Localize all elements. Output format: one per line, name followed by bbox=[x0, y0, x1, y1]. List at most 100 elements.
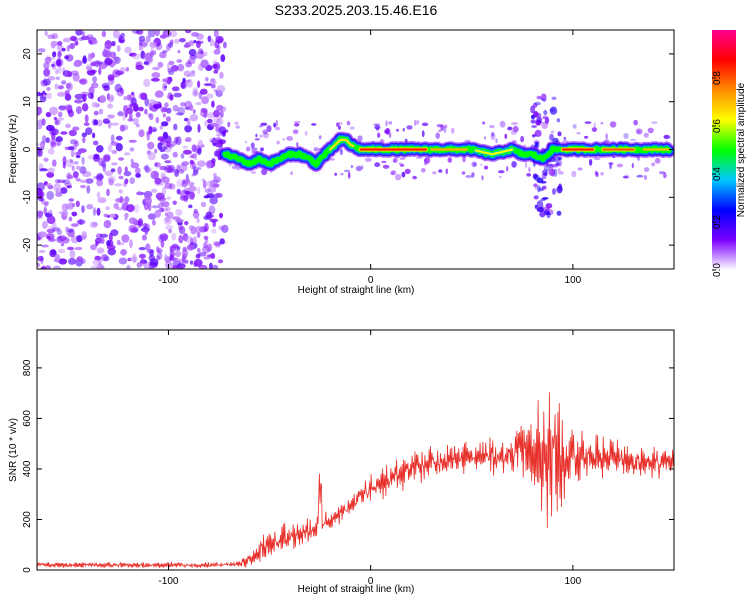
heatmap-noise-blob bbox=[46, 190, 55, 200]
heatmap-noise-blob bbox=[154, 90, 164, 98]
heatmap-spread-blob bbox=[543, 164, 551, 172]
heatmap-noise-blob bbox=[203, 242, 208, 249]
spectrogram-heatmap bbox=[37, 30, 674, 269]
heatmap-noise-blob bbox=[195, 101, 202, 106]
heatmap-haze-blob bbox=[658, 171, 666, 175]
heatmap-noise-blob bbox=[185, 178, 189, 185]
heatmap-noise-blob bbox=[189, 104, 194, 111]
heatmap-noise-blob bbox=[161, 186, 167, 196]
heatmap-noise-blob bbox=[180, 153, 185, 159]
heatmap-haze-blob bbox=[605, 133, 608, 140]
heatmap-noise-blob bbox=[48, 148, 55, 155]
heatmap-spread-blob bbox=[549, 106, 558, 115]
heatmap-haze-blob bbox=[633, 119, 638, 126]
heatmap-noise-blob bbox=[130, 227, 138, 233]
heatmap-haze-blob bbox=[663, 135, 671, 139]
heatmap-noise-blob bbox=[144, 164, 150, 174]
snr-ylabel: SNR (10 * v/v) bbox=[8, 418, 19, 482]
heatmap-noise-blob bbox=[137, 190, 141, 196]
heatmap-noise-blob bbox=[70, 70, 79, 76]
heatmap-noise-blob bbox=[193, 89, 198, 96]
heatmap-haze-blob bbox=[482, 121, 486, 125]
heatmap-haze-blob bbox=[499, 120, 506, 128]
heatmap-haze-blob bbox=[576, 132, 581, 135]
heatmap-haze-blob bbox=[313, 149, 318, 152]
heatmap-noise-blob bbox=[115, 70, 124, 76]
heatmap-haze-blob bbox=[499, 175, 502, 179]
heatmap-noise-blob bbox=[180, 81, 188, 89]
heatmap-noise-blob bbox=[99, 94, 107, 104]
heatmap-noise-blob bbox=[127, 118, 135, 122]
heatmap-noise-blob bbox=[204, 222, 209, 232]
heatmap-noise-blob bbox=[170, 30, 178, 37]
heatmap-noise-blob bbox=[57, 65, 62, 74]
heatmap-noise-blob bbox=[162, 78, 167, 83]
heatmap-noise-blob bbox=[181, 161, 189, 166]
heatmap-noise-blob bbox=[86, 204, 94, 210]
heatmap-haze-blob bbox=[290, 171, 293, 175]
heatmap-noise-blob bbox=[149, 249, 154, 257]
heatmap-noise-blob bbox=[209, 80, 217, 85]
heatmap-noise-blob bbox=[180, 102, 187, 107]
heatmap-haze-blob bbox=[440, 124, 445, 131]
heatmap-noise-blob bbox=[211, 100, 215, 108]
heatmap-noise-blob bbox=[168, 60, 175, 66]
heatmap-noise-blob bbox=[160, 239, 165, 248]
heatmap-haze-blob bbox=[399, 157, 406, 160]
heatmap-noise-blob bbox=[177, 63, 185, 72]
heatmap-noise-blob bbox=[61, 203, 69, 212]
heatmap-haze-blob bbox=[234, 121, 239, 125]
heatmap-noise-blob bbox=[90, 244, 97, 251]
heatmap-noise-blob bbox=[106, 93, 110, 101]
heatmap-noise-blob bbox=[159, 200, 165, 205]
heatmap-noise-blob bbox=[81, 56, 88, 64]
heatmap-noise-blob bbox=[114, 183, 123, 187]
heatmap-noise-blob bbox=[81, 205, 85, 213]
heatmap-haze-blob bbox=[584, 135, 589, 139]
heatmap-noise-blob bbox=[218, 139, 227, 145]
heatmap-noise-blob bbox=[48, 209, 53, 215]
heatmap-noise-blob bbox=[166, 142, 171, 148]
heatmap-haze-blob bbox=[412, 175, 417, 180]
heatmap-noise-blob bbox=[172, 86, 180, 92]
heatmap-noise-blob bbox=[49, 106, 59, 116]
heatmap-noise-blob bbox=[160, 106, 166, 113]
heatmap-noise-blob bbox=[105, 206, 110, 211]
heatmap-noise-blob bbox=[39, 191, 45, 198]
heatmap-noise-blob bbox=[40, 266, 47, 269]
heatmap-haze-blob bbox=[445, 168, 449, 175]
heatmap-haze-blob bbox=[506, 166, 509, 172]
heatmap-noise-blob bbox=[150, 171, 154, 176]
snr-frame bbox=[36, 329, 675, 571]
heatmap-noise-blob bbox=[126, 264, 131, 269]
heatmap-haze-blob bbox=[416, 119, 419, 125]
heatmap-noise-blob bbox=[96, 119, 103, 127]
heatmap-noise-blob bbox=[168, 228, 172, 234]
heatmap-noise-blob bbox=[57, 248, 66, 254]
x-tick-label: 0 bbox=[368, 275, 374, 286]
heatmap-haze-blob bbox=[343, 169, 351, 173]
heatmap-noise-blob bbox=[157, 136, 165, 142]
heatmap-noise-blob bbox=[76, 235, 83, 243]
heatmap-noise-blob bbox=[104, 40, 113, 49]
heatmap-noise-blob bbox=[58, 258, 68, 265]
heatmap-noise-blob bbox=[132, 53, 141, 60]
heatmap-noise-blob bbox=[178, 164, 188, 172]
heatmap-noise-blob bbox=[182, 149, 192, 155]
heatmap-noise-blob bbox=[195, 225, 203, 234]
heatmap-noise-blob bbox=[144, 108, 148, 115]
heatmap-noise-blob bbox=[197, 48, 203, 55]
heatmap-noise-blob bbox=[61, 47, 66, 52]
heatmap-noise-blob bbox=[194, 152, 197, 161]
heatmap-noise-blob bbox=[125, 204, 135, 213]
heatmap-noise-blob bbox=[148, 265, 153, 269]
heatmap-haze-blob bbox=[572, 124, 577, 129]
heatmap-haze-blob bbox=[294, 120, 301, 124]
heatmap-haze-blob bbox=[273, 122, 276, 128]
heatmap-noise-blob bbox=[149, 41, 157, 48]
colorbar: 0.0 0.2 0.4 0.6 0.8 Normalized spectral ampl… bbox=[712, 30, 747, 277]
heatmap-noise-blob bbox=[66, 229, 74, 233]
heatmap-spread-blob bbox=[558, 183, 563, 191]
heatmap-noise-blob bbox=[115, 135, 123, 141]
heatmap-noise-blob bbox=[197, 186, 201, 195]
